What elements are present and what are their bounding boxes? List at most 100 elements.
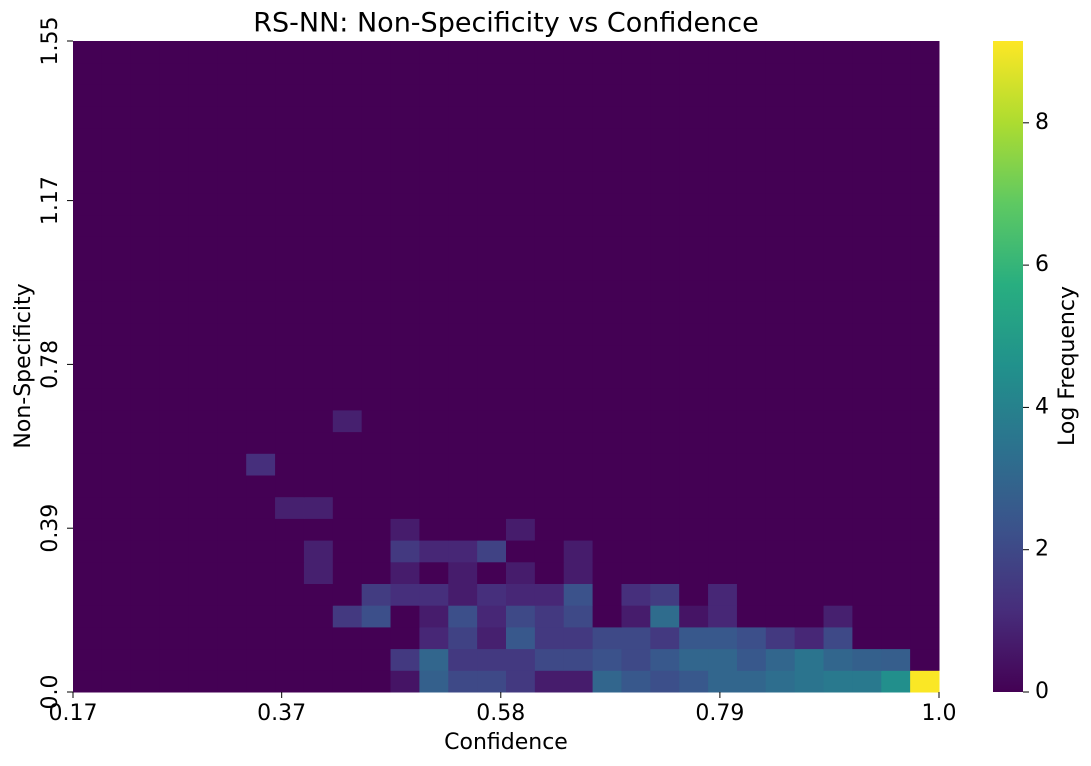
heatmap-cell: [101, 258, 132, 281]
heatmap-cell: [650, 344, 680, 367]
heatmap-cell: [73, 323, 103, 346]
heatmap-cell: [217, 62, 247, 85]
heatmap-cell: [621, 41, 651, 64]
heatmap-cell: [534, 323, 565, 346]
heatmap-cell: [534, 409, 565, 433]
heatmap-cell: [650, 149, 680, 172]
heatmap-cell: [592, 518, 622, 541]
heatmap-cell: [275, 214, 305, 237]
heatmap-cell: [332, 323, 363, 346]
heatmap-cell: [881, 279, 911, 302]
heatmap-cell: [650, 496, 680, 519]
heatmap-cell: [823, 648, 853, 671]
heatmap-cell: [592, 323, 622, 346]
heatmap-cell: [448, 540, 478, 563]
heatmap-cell: [910, 366, 940, 389]
heatmap-cell: [765, 626, 796, 650]
heatmap-cell: [621, 149, 651, 172]
heatmap-cell: [506, 62, 536, 85]
heatmap-cell: [708, 171, 738, 194]
heatmap-cell: [246, 236, 276, 259]
heatmap-cell: [390, 279, 420, 302]
heatmap-cell: [303, 149, 334, 172]
heatmap-cell: [794, 192, 825, 216]
heatmap-cell: [477, 366, 507, 389]
heatmap-cell: [448, 453, 478, 476]
heatmap-cell: [679, 388, 709, 411]
heatmap-cell: [506, 214, 536, 237]
heatmap-cell: [852, 583, 882, 606]
heatmap-cell: [794, 431, 825, 454]
heatmap-cell: [592, 605, 622, 628]
heatmap-cell: [332, 561, 363, 584]
heatmap-cell: [246, 670, 276, 693]
heatmap-cell: [650, 561, 680, 584]
heatmap-cell: [217, 518, 247, 541]
heatmap-cell: [448, 605, 478, 628]
heatmap-cell: [563, 475, 594, 498]
heatmap-cell: [477, 670, 507, 693]
heatmap-cell: [361, 41, 392, 64]
heatmap-cell: [621, 518, 651, 541]
heatmap-cell: [73, 670, 103, 693]
heatmap-cell: [534, 496, 565, 519]
heatmap-cell: [217, 214, 247, 237]
heatmap-cell: [736, 62, 767, 85]
heatmap-cell: [419, 648, 449, 671]
heatmap-cell: [534, 192, 565, 216]
heatmap-cell: [794, 388, 825, 411]
heatmap-cell: [794, 670, 825, 693]
heatmap-cell: [765, 496, 796, 519]
heatmap-cell: [881, 171, 911, 194]
heatmap-cell: [563, 409, 594, 433]
heatmap-cell: [910, 192, 940, 216]
heatmap-cell: [332, 540, 363, 563]
heatmap-cell: [708, 626, 738, 650]
heatmap-cell: [73, 236, 103, 259]
heatmap-cell: [563, 171, 594, 194]
heatmap-cell: [73, 62, 103, 85]
colorbar-tick-label: 0: [1035, 679, 1049, 704]
heatmap-cell: [361, 605, 392, 628]
heatmap-cell: [361, 561, 392, 584]
heatmap-cell: [506, 171, 536, 194]
x-tick-label: 0.79: [695, 701, 744, 726]
heatmap-cell: [794, 344, 825, 367]
heatmap-cell: [765, 192, 796, 216]
heatmap-cell: [679, 583, 709, 606]
heatmap-cell: [188, 431, 218, 454]
heatmap-cell: [794, 279, 825, 302]
heatmap-cell: [448, 236, 478, 259]
heatmap-cell: [621, 106, 651, 129]
heatmap-cell: [679, 366, 709, 389]
heatmap-cell: [736, 192, 767, 216]
heatmap-cell: [390, 366, 420, 389]
heatmap-cell: [650, 84, 680, 107]
heatmap-cell: [303, 41, 334, 64]
heatmap-cell: [477, 149, 507, 172]
heatmap-cell: [159, 409, 189, 433]
heatmap-cell: [563, 626, 594, 650]
heatmap-cell: [852, 236, 882, 259]
heatmap-cell: [679, 323, 709, 346]
heatmap-cell: [217, 84, 247, 107]
heatmap-cell: [275, 279, 305, 302]
heatmap-cell: [881, 41, 911, 64]
heatmap-cell: [275, 605, 305, 628]
heatmap-cell: [794, 605, 825, 628]
heatmap-cell: [303, 279, 334, 302]
heatmap-cell: [736, 127, 767, 150]
heatmap-cell: [852, 127, 882, 150]
heatmap-cell: [765, 106, 796, 129]
heatmap-cell: [621, 236, 651, 259]
heatmap-cell: [477, 127, 507, 150]
heatmap-cell: [303, 301, 334, 324]
heatmap-cell: [592, 236, 622, 259]
heatmap-cell: [246, 518, 276, 541]
y-axis-label: Non-Specificity: [11, 283, 36, 448]
heatmap-cell: [275, 453, 305, 476]
heatmap-cell: [592, 496, 622, 519]
heatmap-cell: [332, 214, 363, 237]
heatmap-cell: [361, 518, 392, 541]
heatmap-cell: [73, 214, 103, 237]
